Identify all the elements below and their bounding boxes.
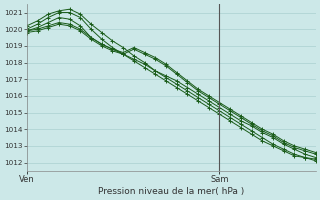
X-axis label: Pression niveau de la mer( hPa ): Pression niveau de la mer( hPa ) [98,187,244,196]
